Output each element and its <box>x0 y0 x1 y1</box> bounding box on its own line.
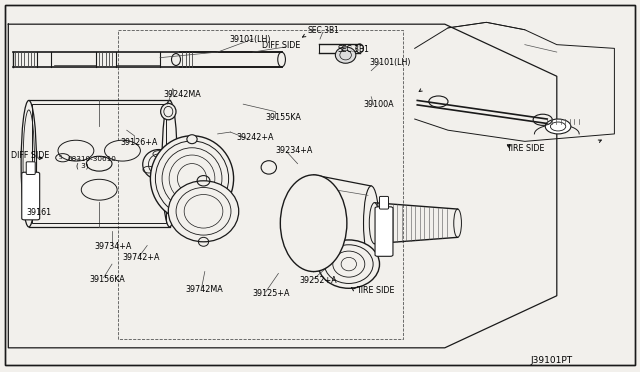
Ellipse shape <box>81 179 117 200</box>
Ellipse shape <box>369 203 380 244</box>
Text: DIFF SIDE: DIFF SIDE <box>262 41 301 50</box>
Text: 39156KA: 39156KA <box>90 275 125 283</box>
Ellipse shape <box>288 219 301 227</box>
Text: TIRE SIDE: TIRE SIDE <box>506 144 544 153</box>
Text: 39742+A: 39742+A <box>123 253 161 262</box>
Text: S: S <box>59 155 62 160</box>
Ellipse shape <box>143 150 175 179</box>
FancyBboxPatch shape <box>22 172 40 220</box>
Text: 39125+A: 39125+A <box>253 289 291 298</box>
Text: 39242MA: 39242MA <box>163 90 201 99</box>
Ellipse shape <box>168 181 239 242</box>
Ellipse shape <box>280 175 347 272</box>
Text: 39234+A: 39234+A <box>275 146 312 155</box>
Text: 39101(LH): 39101(LH) <box>229 35 271 44</box>
Text: DIFF SIDE: DIFF SIDE <box>11 151 49 160</box>
Ellipse shape <box>298 195 310 203</box>
Text: 39155KA: 39155KA <box>266 113 301 122</box>
Ellipse shape <box>335 47 356 63</box>
FancyBboxPatch shape <box>375 207 393 256</box>
Ellipse shape <box>545 119 571 134</box>
Text: ( 3): ( 3) <box>76 162 88 169</box>
Ellipse shape <box>86 156 112 171</box>
Ellipse shape <box>104 140 140 161</box>
Text: 39161: 39161 <box>26 208 51 217</box>
FancyBboxPatch shape <box>380 196 388 209</box>
Ellipse shape <box>364 186 379 260</box>
Ellipse shape <box>21 100 36 227</box>
Ellipse shape <box>326 219 339 227</box>
Text: TIRE SIDE: TIRE SIDE <box>356 286 394 295</box>
Text: SEC.3B1: SEC.3B1 <box>307 26 339 35</box>
Bar <box>32 104 166 223</box>
Ellipse shape <box>261 161 276 174</box>
Ellipse shape <box>318 240 380 288</box>
Ellipse shape <box>187 135 197 144</box>
Ellipse shape <box>161 103 176 120</box>
Text: 39734+A: 39734+A <box>94 242 131 251</box>
Text: SEC.3B1: SEC.3B1 <box>337 45 369 54</box>
Ellipse shape <box>298 244 310 251</box>
FancyBboxPatch shape <box>26 162 35 174</box>
Text: J39101PT: J39101PT <box>531 356 573 365</box>
Text: 39126+A: 39126+A <box>120 138 157 147</box>
Ellipse shape <box>162 100 177 227</box>
Ellipse shape <box>150 136 234 221</box>
Text: 39101(LH): 39101(LH) <box>370 58 412 67</box>
Ellipse shape <box>317 195 330 203</box>
Ellipse shape <box>58 140 94 161</box>
Text: 39242+A: 39242+A <box>237 133 275 142</box>
Text: 08310-30610: 08310-30610 <box>67 156 116 162</box>
Text: 39742MA: 39742MA <box>186 285 223 294</box>
Text: 39252+A: 39252+A <box>300 276 337 285</box>
Text: 39100A: 39100A <box>364 100 394 109</box>
Ellipse shape <box>317 244 330 251</box>
